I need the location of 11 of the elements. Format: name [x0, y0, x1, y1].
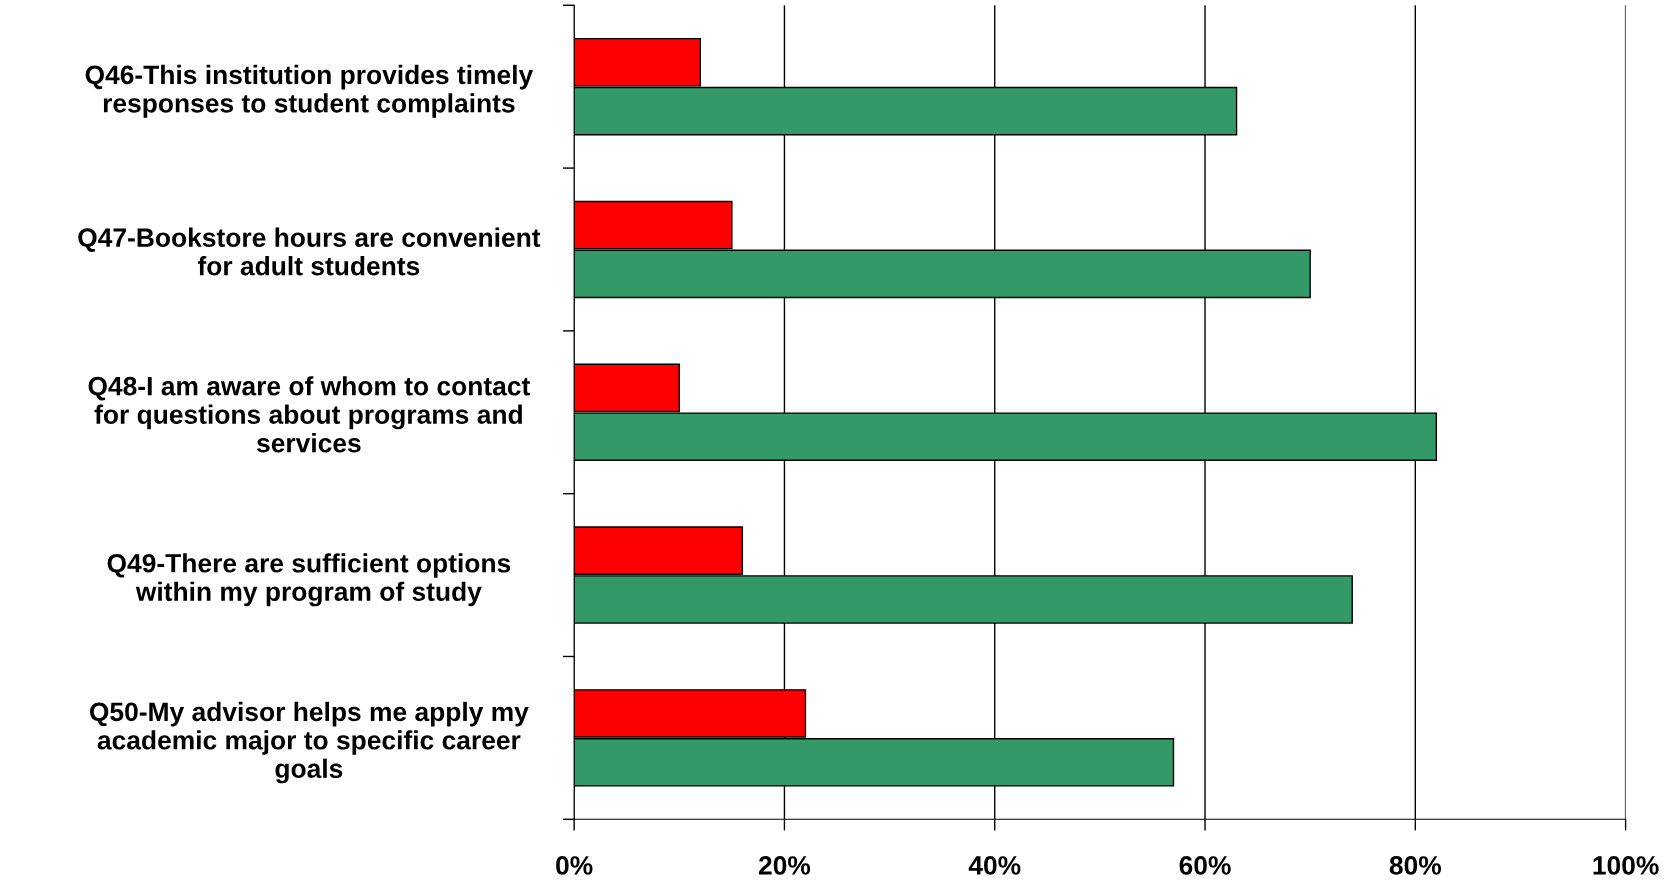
x-tick-label: 20%	[758, 856, 811, 875]
y-tick-label: Q48-I am aware of whom to contact for questions about programs and services	[88, 376, 530, 453]
y-tick-label: Q50-My advisor helps me apply my academic major to specific career goals	[89, 701, 529, 784]
y-tick-label: Q46-This institution provides timely responses to student complaints	[85, 64, 534, 118]
x-tick-label: 100%	[1593, 856, 1659, 875]
x-tick-label: 0%	[556, 856, 593, 875]
y-tick-label: Q47-Bookstore hours are convenient for adult students	[78, 227, 541, 276]
x-tick-label: 80%	[1389, 856, 1442, 875]
x-tick-label: 40%	[968, 856, 1021, 875]
y-tick-label: Q49-There are sufficient options within my program of study	[107, 553, 511, 607]
x-tick-label: 60%	[1179, 856, 1231, 875]
